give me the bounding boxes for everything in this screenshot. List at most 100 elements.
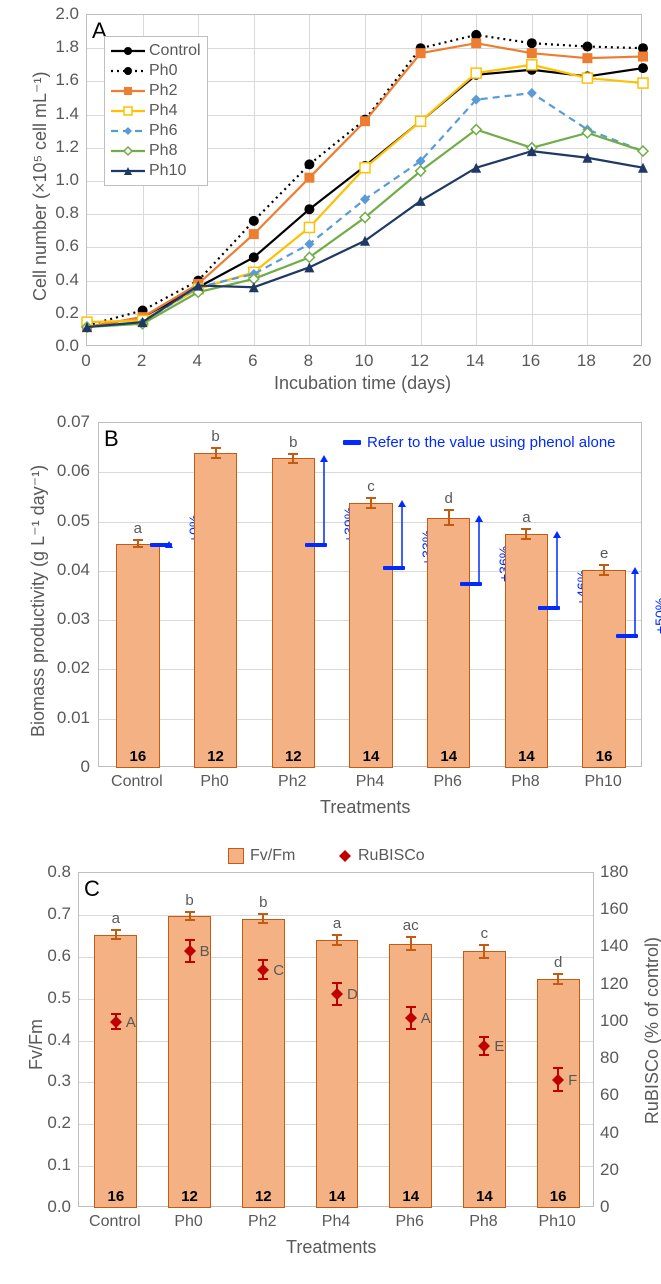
panel-b-letter: B (104, 426, 119, 452)
panel-b-ytick: 0.07 (40, 412, 90, 432)
panel-c-cat: Ph6 (375, 1213, 445, 1231)
panel-c-ytick-right: 120 (600, 974, 638, 994)
panel-b-ytick: 0 (40, 757, 90, 777)
panel-a-xtick: 8 (296, 351, 320, 371)
panel-c-sig-rubisco: A (126, 1014, 136, 1031)
panel-a-legend: ControlPh0Ph2Ph4Ph6Ph8Ph10 (104, 36, 208, 186)
panel-b-bar (427, 518, 471, 768)
panel-b-inset: 14 (359, 748, 383, 765)
panel-c-sig-rubisco: F (568, 1072, 577, 1089)
panel-c-sig-fvfm: c (472, 925, 496, 942)
panel-b-plot: a16+0%b12b12+39%c14+33%d14+36%a14+46%e16… (98, 422, 642, 767)
panel-a-ylabel: Cell number (×10⁵ cell mL⁻¹) (30, 71, 51, 301)
panel-c-sig-fvfm: b (178, 892, 202, 909)
panel-a: 0.00.20.40.60.81.01.21.41.61.82.00246810… (8, 4, 653, 404)
panel-a-xtick: 18 (574, 351, 598, 371)
panel-c-inset: 16 (104, 1188, 128, 1205)
panel-b-cat: Ph4 (335, 773, 405, 791)
panel-a-ytick: 0.2 (41, 303, 79, 323)
panel-b-bar (505, 534, 549, 768)
blue-arrow (165, 541, 179, 548)
panel-c-bar (537, 979, 580, 1208)
panel-b-inset: 16 (126, 748, 150, 765)
panel-c-bar (94, 935, 137, 1208)
panel-b-cat: Ph6 (413, 773, 483, 791)
panel-c-ytick-right: 80 (600, 1048, 638, 1068)
panel-b-bar (194, 453, 238, 768)
panel-b-sig: b (206, 428, 226, 445)
panel-c-inset: 12 (178, 1188, 202, 1205)
panel-b-sig: c (361, 478, 381, 495)
panel-b-ylabel: Biomass productivity (g L⁻¹ day⁻¹) (28, 465, 49, 737)
blue-arrow (398, 500, 412, 572)
panel-c-ytick-right: 180 (600, 862, 638, 882)
panel-b-inset: 14 (514, 748, 538, 765)
panel-c-sig-rubisco: D (347, 986, 358, 1003)
panel-c-ytick-left: 0.8 (36, 862, 71, 882)
panel-c-inset: 14 (399, 1188, 423, 1205)
panel-a-xtick: 0 (74, 351, 98, 371)
panel-b: a16+0%b12b12+39%c14+33%d14+36%a14+46%e16… (8, 412, 653, 832)
panel-b-legend: Refer to the value using phenol alone (343, 434, 616, 451)
panel-b-sig: b (283, 434, 303, 451)
panel-c-ytick-left: 0.7 (36, 904, 71, 924)
panel-c-letter: C (84, 876, 100, 902)
panel-c-bar (316, 940, 359, 1208)
panel-b-inset: 14 (437, 748, 461, 765)
panel-c-ytick-left: 0.1 (36, 1155, 71, 1175)
panel-c-bar (389, 944, 432, 1208)
panel-c-sig-fvfm: b (251, 894, 275, 911)
panel-a-ytick: 1.8 (41, 37, 79, 57)
blue-arrow (320, 455, 334, 548)
panel-c-inset: 14 (325, 1188, 349, 1205)
panel-b-sig: d (439, 490, 459, 507)
panel-c-sig-rubisco: E (494, 1038, 504, 1055)
panel-c-sig-rubisco: C (273, 962, 284, 979)
panel-c-ytick-right: 40 (600, 1123, 638, 1143)
panel-c-ytick-right: 100 (600, 1011, 638, 1031)
panel-c-sig-fvfm: a (325, 915, 349, 932)
panel-c-cat: Ph10 (522, 1213, 592, 1231)
panel-c-cat: Control (80, 1213, 150, 1231)
panel-c-ylabel-left: Fv/Fm (26, 1019, 47, 1070)
panel-c-inset: 16 (546, 1188, 570, 1205)
panel-c-sig-fvfm: d (546, 954, 570, 971)
panel-b-bar (272, 458, 316, 768)
panel-c-sig-rubisco: A (421, 1010, 431, 1027)
blue-arrow (553, 531, 567, 610)
panel-a-xtick: 10 (352, 351, 376, 371)
panel-c-ytick-left: 0.2 (36, 1113, 71, 1133)
panel-c-cat: Ph4 (301, 1213, 371, 1231)
panel-a-xtick: 12 (408, 351, 432, 371)
panel-b-xlabel: Treatments (320, 797, 410, 818)
panel-b-bar (582, 570, 626, 768)
panel-a-ytick: 2.0 (41, 4, 79, 24)
panel-a-xtick: 20 (630, 351, 654, 371)
panel-b-inset: 12 (281, 748, 305, 765)
panel-a-xtick: 14 (463, 351, 487, 371)
panel-c-sig-rubisco: B (200, 943, 210, 960)
panel-b-inset: 12 (204, 748, 228, 765)
panel-c-cat: Ph8 (448, 1213, 518, 1231)
panel-b-sig: a (128, 520, 148, 537)
panel-c-ytick-right: 140 (600, 936, 638, 956)
blue-arrow (631, 567, 645, 639)
panel-b-sig: a (516, 509, 536, 526)
panel-c-bar (463, 951, 506, 1208)
panel-c-inset: 14 (472, 1188, 496, 1205)
panel-b-cat: Ph0 (180, 773, 250, 791)
panel-c-sig-fvfm: a (104, 910, 128, 927)
panel-a-xtick: 2 (130, 351, 154, 371)
panel-b-pct: +50% (652, 598, 661, 634)
panel-b-cat: Ph8 (490, 773, 560, 791)
panel-b-bar (116, 544, 160, 768)
panel-c-ytick-left: 0.0 (36, 1197, 71, 1217)
panel-c-sig-fvfm: ac (399, 917, 423, 934)
panel-c-ytick-right: 60 (600, 1085, 638, 1105)
panel-b-sig: e (594, 545, 614, 562)
panel-c-plot: a A 16 b B 12 b C 12 a D 14 ac A 14 c E 14 d F 16 (78, 872, 594, 1207)
panel-c: a A 16 b B 12 b C 12 a D 14 ac A 14 c E 14 d F 16 0.0 0.1 0.2 0.… (8, 842, 653, 1274)
blue-arrow (475, 515, 489, 587)
panel-c-legend-marker: RuBISCo (338, 847, 425, 865)
panel-c-inset: 12 (251, 1188, 275, 1205)
